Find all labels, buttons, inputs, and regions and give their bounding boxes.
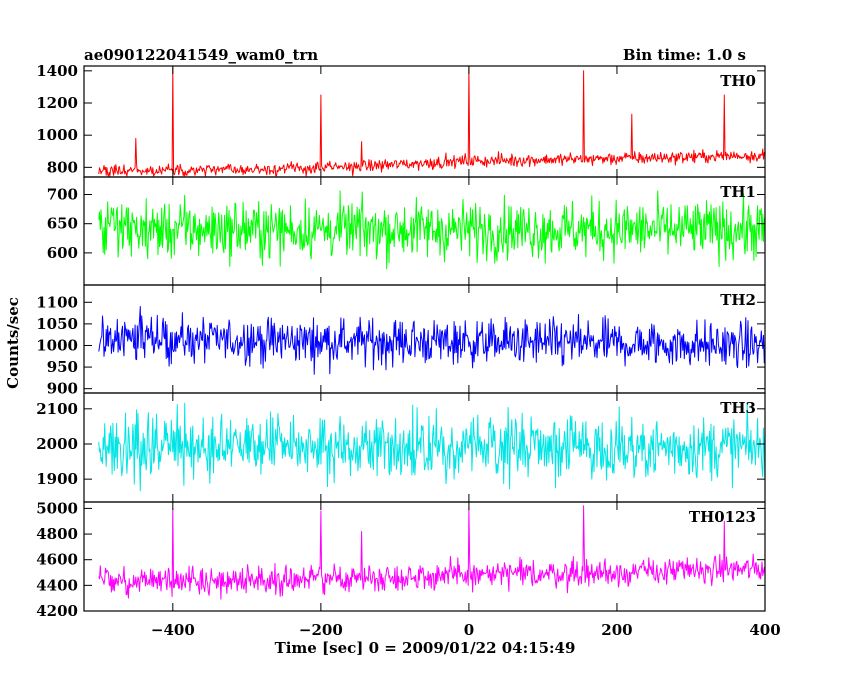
- series-line-th0123: [98, 505, 766, 600]
- y-tick-label: 1000: [36, 336, 78, 354]
- y-tick-label: 1050: [36, 315, 78, 333]
- panel-label-th2: TH2: [720, 291, 756, 309]
- x-axis-label: Time [sec] 0 = 2009/01/22 04:15:49: [275, 639, 576, 657]
- panel-label-th0123: TH0123: [689, 508, 756, 526]
- panel-label-th0: TH0: [720, 72, 756, 90]
- x-tick-label: −200: [299, 621, 343, 639]
- series-line-th1: [98, 190, 766, 270]
- y-tick-label: 5000: [36, 499, 78, 517]
- y-tick-label: 1100: [36, 293, 78, 311]
- y-tick-label: 4400: [36, 576, 78, 594]
- series-line-th0: [98, 66, 766, 177]
- panel-frame-th0123: [83, 501, 766, 612]
- y-tick-label: 600: [47, 244, 78, 262]
- y-tick-label: 1000: [36, 126, 78, 144]
- x-tick-label: 0: [464, 621, 474, 639]
- y-axis-label: Counts/sec: [4, 297, 22, 389]
- chart-title: ae090122041549_wam0_trn: [84, 46, 318, 64]
- y-tick-label: 1900: [36, 470, 78, 488]
- x-tick-label: −400: [151, 621, 195, 639]
- panels-group: 800 1000 1200 1400 TH0 600 650 700 TH1 900 950 1000…: [36, 62, 780, 639]
- panel-label-th3: TH3: [720, 399, 756, 417]
- y-tick-label: 700: [47, 186, 78, 204]
- panel-label-th1: TH1: [720, 183, 756, 201]
- y-tick-label: 1400: [36, 62, 78, 80]
- x-tick-label: 200: [601, 621, 632, 639]
- y-tick-label: 650: [47, 215, 78, 233]
- y-tick-label: 4800: [36, 525, 78, 543]
- y-tick-label: 950: [47, 358, 78, 376]
- y-tick-label: 1200: [36, 94, 78, 112]
- series-line-th2: [98, 306, 766, 375]
- x-tick-label: 400: [749, 621, 780, 639]
- series-line-th3: [98, 402, 766, 492]
- y-tick-label: 4600: [36, 551, 78, 569]
- y-tick-label: 900: [47, 380, 78, 398]
- y-tick-label: 2000: [36, 435, 78, 453]
- y-tick-label: 800: [47, 158, 78, 176]
- y-tick-label: 4200: [36, 602, 78, 620]
- y-tick-label: 2100: [36, 400, 78, 418]
- bin-time-label: Bin time: 1.0 s: [623, 46, 746, 64]
